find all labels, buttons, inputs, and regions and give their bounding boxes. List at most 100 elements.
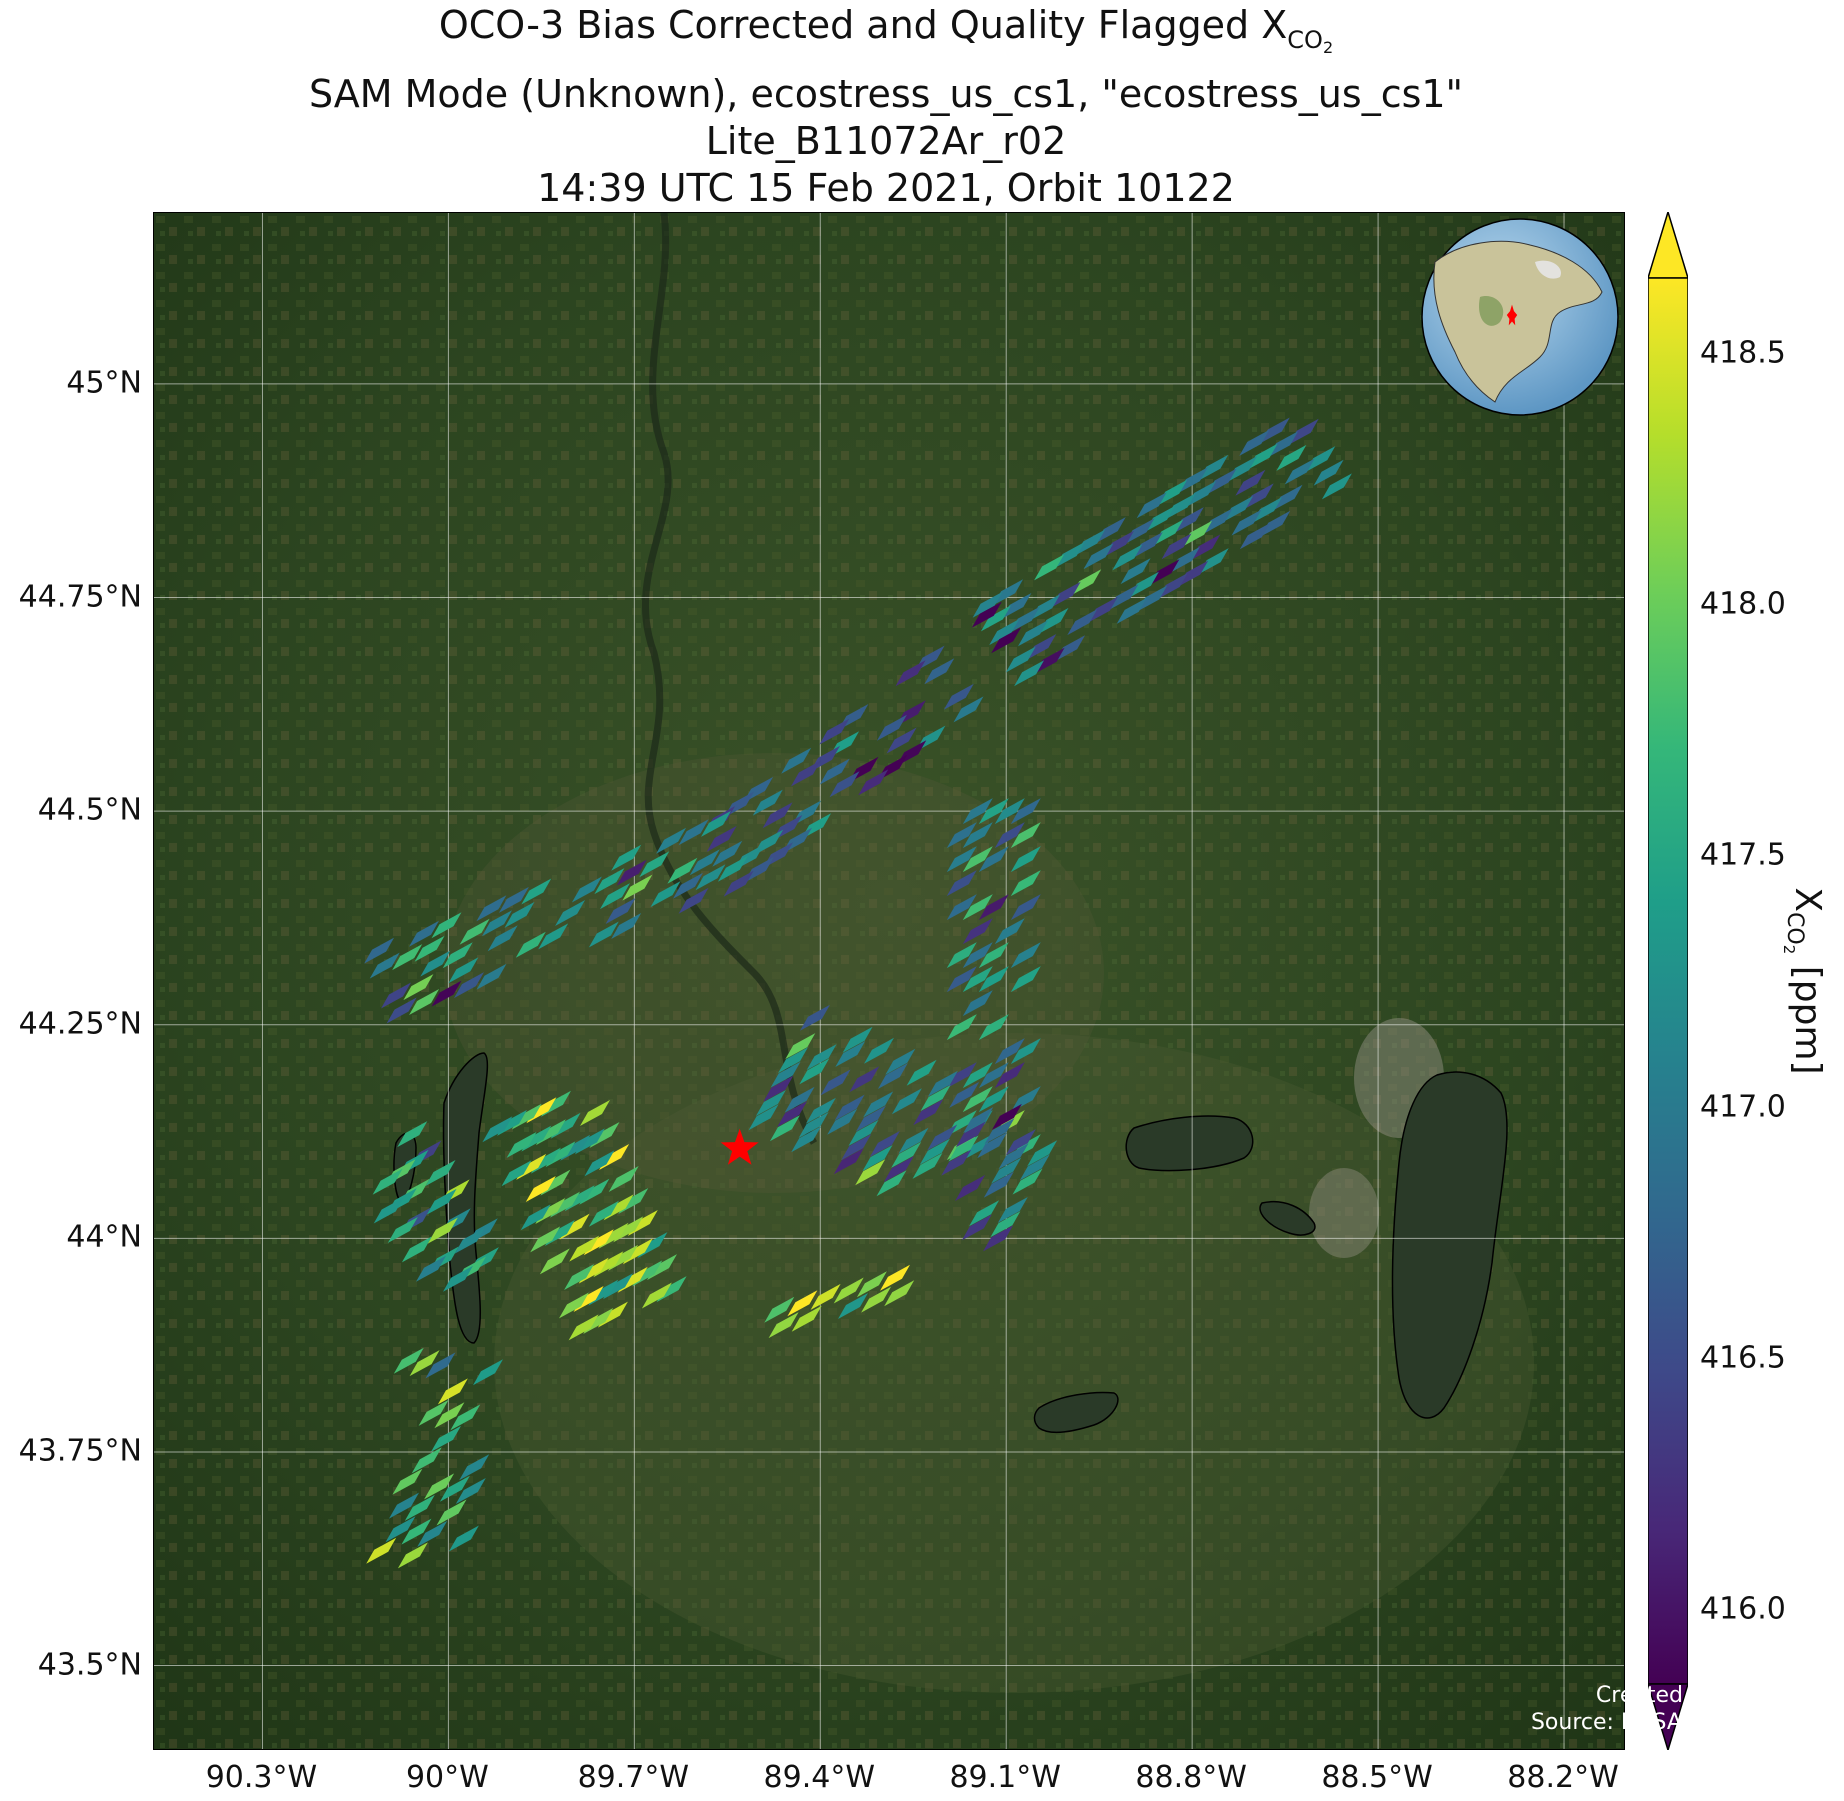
xco2-sounding[interactable] — [1124, 518, 1155, 545]
xco2-sounding[interactable] — [555, 900, 586, 926]
xco2-sounding[interactable] — [962, 1086, 993, 1113]
xco2-sounding[interactable] — [568, 1314, 599, 1341]
xco2-sounding[interactable] — [473, 1359, 503, 1386]
xco2-sounding[interactable] — [1014, 660, 1045, 687]
xco2-sounding[interactable] — [656, 827, 687, 854]
xco2-sounding[interactable] — [521, 878, 552, 905]
xco2-sounding[interactable] — [994, 1062, 1025, 1089]
xco2-sounding[interactable] — [504, 901, 535, 928]
xco2-sounding[interactable] — [459, 1454, 490, 1481]
xco2-sounding[interactable] — [501, 1160, 532, 1187]
xco2-sounding[interactable] — [983, 1225, 1014, 1252]
xco2-sounding[interactable] — [1095, 517, 1126, 544]
xco2-sounding[interactable] — [431, 1425, 461, 1452]
xco2-sounding[interactable] — [993, 579, 1024, 606]
map-panel[interactable] — [153, 212, 1625, 1750]
xco2-sounding[interactable] — [701, 810, 731, 837]
xco2-sounding[interactable] — [864, 1037, 894, 1064]
xco2-sounding[interactable] — [414, 935, 445, 962]
xco2-sounding[interactable] — [476, 963, 507, 990]
xco2-sounding[interactable] — [1190, 534, 1221, 561]
xco2-sounding[interactable] — [1173, 507, 1204, 534]
xco2-sounding[interactable] — [1235, 469, 1266, 496]
xco2-sounding[interactable] — [1259, 417, 1290, 444]
xco2-sounding[interactable] — [1030, 594, 1061, 621]
xco2-sounding[interactable] — [883, 1156, 914, 1183]
xco2-sounding[interactable] — [835, 1041, 866, 1067]
xco2-sounding[interactable] — [520, 1204, 551, 1231]
xco2-sounding[interactable] — [891, 1141, 922, 1168]
xco2-sounding[interactable] — [1010, 1086, 1041, 1113]
xco2-sounding[interactable] — [538, 923, 569, 950]
xco2-sounding[interactable] — [364, 937, 395, 964]
xco2-sounding[interactable] — [1001, 593, 1032, 619]
xco2-sounding[interactable] — [806, 1044, 837, 1071]
xco2-sounding[interactable] — [459, 918, 490, 945]
xco2-sounding[interactable] — [842, 1026, 873, 1053]
xco2-sounding[interactable] — [838, 1293, 868, 1319]
xco2-sounding[interactable] — [695, 864, 726, 891]
xco2-sounding[interactable] — [605, 898, 636, 924]
xco2-sounding[interactable] — [1026, 634, 1057, 660]
xco2-sounding[interactable] — [594, 868, 625, 895]
xco2-sounding[interactable] — [397, 1542, 428, 1569]
xco2-sounding[interactable] — [600, 883, 630, 910]
xco2-sounding[interactable] — [1136, 492, 1167, 519]
xco2-sounding[interactable] — [791, 1126, 822, 1153]
xco2-sounding[interactable] — [827, 1108, 858, 1135]
xco2-sounding[interactable] — [962, 822, 993, 849]
xco2-sounding[interactable] — [781, 747, 812, 774]
xco2-sounding[interactable] — [559, 1292, 589, 1319]
xco2-sounding[interactable] — [1012, 1168, 1043, 1195]
xco2-sounding[interactable] — [886, 727, 917, 754]
xco2-sounding[interactable] — [1083, 543, 1114, 570]
xco2-sounding[interactable] — [856, 1271, 887, 1298]
xco2-sounding[interactable] — [978, 942, 1009, 969]
xco2-sounding[interactable] — [1243, 483, 1274, 510]
xco2-sounding[interactable] — [641, 1282, 672, 1309]
xco2-sounding[interactable] — [506, 1131, 537, 1158]
xco2-sounding[interactable] — [431, 980, 462, 1007]
xco2-sounding[interactable] — [401, 1236, 432, 1263]
xco2-sounding[interactable] — [743, 856, 774, 883]
xco2-sounding[interactable] — [1034, 647, 1065, 674]
xco2-sounding[interactable] — [712, 840, 743, 867]
xco2-sounding[interactable] — [949, 1081, 980, 1108]
xco2-sounding[interactable] — [1276, 444, 1307, 471]
xco2-sounding[interactable] — [819, 758, 850, 785]
xco2-sounding[interactable] — [639, 851, 670, 878]
xco2-sounding[interactable] — [1284, 458, 1315, 485]
xco2-sounding[interactable] — [978, 846, 1009, 873]
xco2-sounding[interactable] — [393, 1347, 424, 1374]
xco2-sounding[interactable] — [946, 894, 977, 921]
xco2-sounding[interactable] — [1050, 581, 1081, 608]
xco2-sounding[interactable] — [927, 1070, 958, 1097]
xco2-sounding[interactable] — [961, 1214, 992, 1241]
xco2-sounding[interactable] — [418, 1399, 449, 1426]
xco2-sounding[interactable] — [880, 1264, 910, 1291]
xco2-sounding[interactable] — [1165, 493, 1196, 520]
xco2-sounding[interactable] — [1010, 1038, 1041, 1065]
xco2-sounding[interactable] — [946, 1110, 977, 1137]
xco2-sounding[interactable] — [770, 1061, 801, 1088]
xco2-sounding[interactable] — [906, 1059, 937, 1086]
xco2-sounding[interactable] — [787, 1290, 818, 1317]
xco2-sounding[interactable] — [791, 1305, 822, 1332]
xco2-sounding[interactable] — [1112, 544, 1143, 571]
xco2-sounding[interactable] — [1054, 542, 1085, 568]
xco2-sounding[interactable] — [841, 1134, 872, 1161]
xco2-sounding[interactable] — [820, 1069, 851, 1096]
xco2-sounding[interactable] — [978, 894, 1009, 921]
xco2-sounding[interactable] — [755, 1090, 786, 1116]
xco2-sounding[interactable] — [912, 1152, 943, 1179]
xco2-sounding[interactable] — [769, 1115, 800, 1142]
xco2-sounding[interactable] — [409, 989, 440, 1015]
xco2-sounding[interactable] — [946, 822, 977, 849]
xco2-sounding[interactable] — [962, 918, 993, 945]
xco2-sounding[interactable] — [1067, 609, 1098, 636]
xco2-sounding[interactable] — [611, 913, 642, 939]
xco2-sounding[interactable] — [389, 1492, 419, 1519]
xco2-sounding[interactable] — [372, 1168, 403, 1195]
xco2-sounding[interactable] — [1075, 529, 1106, 556]
xco2-sounding[interactable] — [439, 1475, 470, 1502]
